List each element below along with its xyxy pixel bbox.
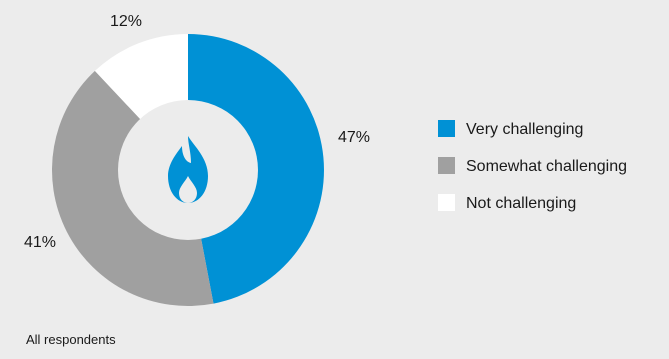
- legend-label: Very challenging: [466, 121, 583, 138]
- legend-item-not-challenging: Not challenging: [438, 194, 576, 212]
- legend-label: Somewhat challenging: [466, 158, 627, 175]
- flame-inner: [179, 176, 197, 203]
- footnote: All respondents: [26, 332, 116, 347]
- data-labels: 47% 41% 12%: [24, 13, 370, 251]
- legend: Very challenging Somewhat challenging Not …: [438, 120, 627, 212]
- legend-swatch: [438, 120, 455, 137]
- legend-label: Not challenging: [466, 195, 576, 212]
- legend-item-very-challenging: Very challenging: [438, 120, 583, 138]
- legend-swatch: [438, 157, 455, 174]
- data-label: 41%: [24, 234, 56, 251]
- legend-swatch: [438, 194, 455, 211]
- data-label: 47%: [338, 129, 370, 146]
- data-label: 12%: [110, 13, 142, 30]
- legend-item-somewhat-challenging: Somewhat challenging: [438, 157, 627, 175]
- flame-icon: [168, 136, 208, 203]
- flame-outer: [168, 136, 208, 203]
